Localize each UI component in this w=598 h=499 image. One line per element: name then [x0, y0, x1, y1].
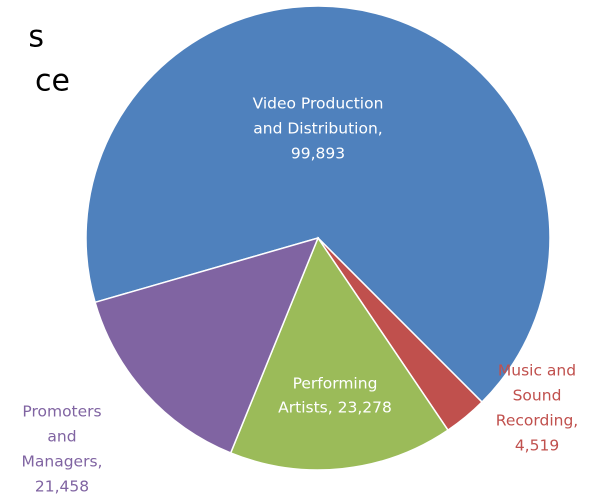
data-label: 4,519	[515, 437, 559, 455]
data-label: Promoters	[22, 403, 101, 421]
data-label: and Distribution,	[253, 120, 382, 138]
data-label: Recording,	[496, 412, 578, 430]
data-label: 21,458	[35, 478, 89, 496]
data-label: Video Production	[253, 95, 384, 113]
pie-slice	[94, 236, 320, 454]
data-label: Music and	[498, 362, 576, 380]
chart-title: ce	[35, 64, 70, 99]
data-label: Managers,	[22, 453, 103, 471]
data-label: and	[47, 428, 76, 446]
pie-slice	[85, 5, 551, 404]
chart-title: s	[28, 20, 44, 55]
data-label: Artists, 23,278	[278, 399, 392, 417]
data-label: Performing	[293, 375, 378, 393]
data-label: 99,893	[291, 145, 345, 163]
data-label: Sound	[513, 387, 562, 405]
pie-slice	[229, 236, 450, 471]
